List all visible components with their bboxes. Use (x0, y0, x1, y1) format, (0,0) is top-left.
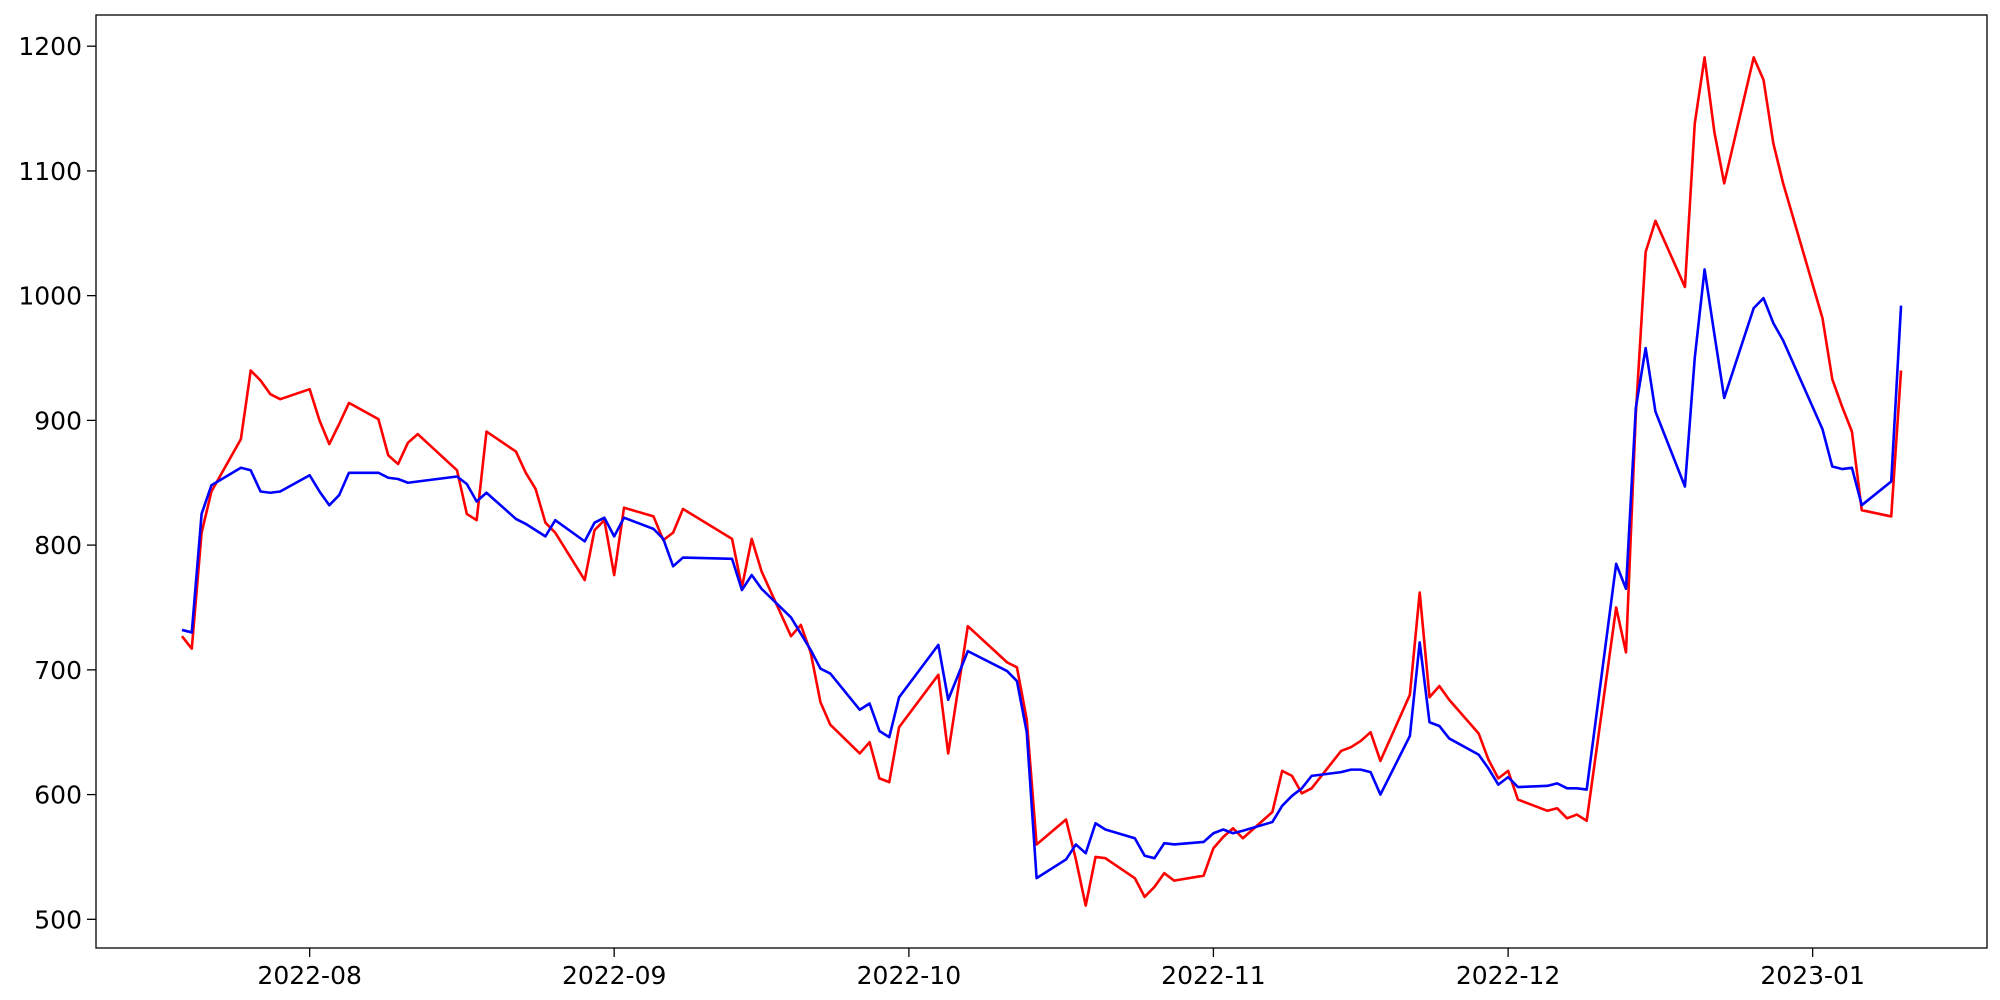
y-tick-label: 1200 (18, 32, 82, 61)
y-tick-label: 1100 (18, 157, 82, 186)
x-tick-label: 2022-08 (257, 961, 361, 990)
y-tick-label: 500 (34, 905, 82, 934)
data-line (180, 56, 1903, 907)
x-tick-label: 2023-01 (1760, 961, 1864, 990)
x-tick-label: 2022-09 (562, 961, 666, 990)
plot-frame (95, 14, 1988, 949)
y-tick-label: 600 (34, 781, 82, 810)
y-tick-label: 800 (34, 531, 82, 560)
y-tick-label: 700 (34, 656, 82, 685)
x-tick-label: 2022-11 (1161, 961, 1265, 990)
y-tick-label: 900 (34, 406, 82, 435)
x-tick-label: 2022-10 (857, 961, 961, 990)
x-tick-label: 2022-12 (1456, 961, 1560, 990)
y-tick-label: 1000 (18, 282, 82, 311)
data-line (181, 268, 1903, 880)
